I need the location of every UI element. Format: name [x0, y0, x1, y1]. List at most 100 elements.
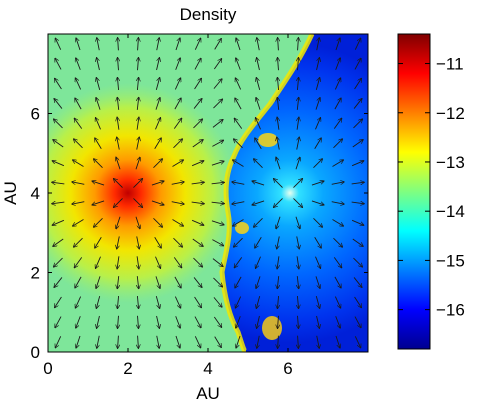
velocity-arrow [157, 335, 160, 348]
velocity-arrow [117, 295, 118, 309]
velocity-arrow [314, 138, 322, 149]
x-tick-label: 6 [283, 359, 292, 378]
velocity-arrow [298, 335, 299, 349]
clump-upper [258, 133, 278, 147]
velocity-arrow [55, 336, 62, 348]
velocity-arrow [253, 159, 263, 169]
velocity-arrow [277, 117, 279, 130]
velocity-arrow [295, 216, 300, 229]
colorbar-tick-label: −13 [436, 153, 465, 172]
velocity-arrow [53, 119, 63, 129]
velocity-arrow [213, 316, 221, 327]
velocity-arrow [173, 257, 181, 267]
velocity-arrow [278, 38, 279, 51]
velocity-arrow [278, 57, 279, 71]
velocity-arrow [192, 140, 203, 148]
velocity-arrow [72, 202, 85, 204]
velocity-arrow [193, 277, 202, 287]
velocity-arrow [257, 315, 260, 328]
velocity-arrow [54, 277, 63, 287]
velocity-arrow [212, 239, 223, 246]
velocity-arrow [211, 182, 225, 183]
velocity-arrow [193, 99, 202, 109]
velocity-arrow [332, 219, 344, 227]
x-tick-label: 4 [203, 359, 212, 378]
velocity-arrow [97, 335, 100, 348]
velocity-arrow [155, 296, 159, 308]
velocity-arrow [255, 256, 261, 269]
velocity-arrow [75, 276, 82, 288]
velocity-arrow [93, 159, 103, 169]
velocity-arrow [52, 161, 65, 167]
velocity-arrow [277, 77, 278, 91]
velocity-arrow [76, 38, 81, 51]
colorbar-tick-label: −15 [436, 251, 465, 270]
velocity-arrow [314, 237, 322, 248]
velocity-arrow [76, 335, 81, 348]
velocity-arrow [137, 97, 138, 110]
velocity-arrow [335, 316, 341, 328]
velocity-arrow [273, 198, 283, 207]
velocity-arrow [118, 315, 119, 329]
velocity-arrow [278, 335, 279, 349]
velocity-arrow [298, 38, 299, 51]
velocity-arrow [293, 179, 302, 188]
velocity-arrow [193, 257, 202, 267]
velocity-arrow [313, 217, 322, 227]
velocity-arrow [138, 335, 139, 349]
velocity-arrow [297, 256, 299, 269]
velocity-arrow [116, 157, 121, 170]
velocity-arrow [194, 38, 200, 50]
velocity-arrow [73, 237, 83, 247]
x-tick-label: 2 [123, 359, 132, 378]
velocity-arrow [55, 316, 62, 328]
velocity-arrow [97, 315, 100, 328]
velocity-arrow [333, 118, 341, 129]
velocity-arrow [193, 119, 202, 129]
velocity-arrow [297, 137, 300, 150]
velocity-arrow [172, 160, 184, 167]
velocity-arrow [153, 159, 162, 169]
velocity-arrow [76, 316, 81, 328]
velocity-arrow [53, 140, 64, 148]
velocity-arrow [273, 179, 283, 188]
velocity-arrow [52, 219, 65, 225]
velocity-arrow [113, 198, 123, 207]
velocity-arrow [175, 335, 180, 348]
velocity-arrow [333, 237, 342, 247]
shock-front [219, 34, 315, 352]
velocity-arrow [235, 78, 242, 90]
velocity-arrow [212, 120, 223, 128]
velocity-arrow [298, 57, 299, 71]
velocity-arrow [354, 336, 360, 348]
velocity-arrow [53, 238, 64, 246]
velocity-arrow [55, 38, 62, 50]
velocity-arrow [151, 181, 164, 186]
velocity-arrow [293, 198, 302, 207]
velocity-arrow [53, 257, 63, 267]
velocity-arrow [194, 296, 202, 308]
velocity-arrow [315, 296, 319, 308]
velocity-arrow [96, 276, 101, 288]
velocity-arrow [137, 256, 139, 269]
velocity-arrow [297, 97, 298, 110]
velocity-arrow [315, 276, 320, 288]
velocity-arrow [156, 58, 160, 71]
velocity-arrow [353, 277, 362, 287]
velocity-arrow [172, 219, 184, 227]
velocity-arrows [52, 38, 365, 349]
velocity-arrow [333, 139, 342, 149]
velocity-arrow [153, 217, 162, 227]
velocity-arrow [55, 296, 62, 308]
velocity-arrow [331, 202, 345, 204]
velocity-arrow [315, 256, 320, 269]
velocity-arrow [257, 38, 260, 51]
velocity-arrow [113, 179, 123, 188]
velocity-arrow [191, 202, 205, 204]
velocity-arrow [354, 38, 360, 50]
velocity-arrow [171, 202, 185, 204]
velocity-arrow [313, 159, 322, 169]
velocity-arrow [334, 78, 340, 90]
velocity-arrow [234, 257, 243, 267]
